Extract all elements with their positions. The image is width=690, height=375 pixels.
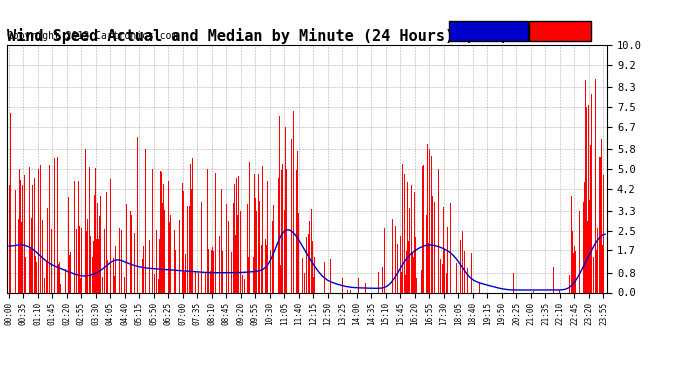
Text: Median (mph): Median (mph) bbox=[456, 26, 520, 36]
Text: Copyright 2013 Cartronics.com: Copyright 2013 Cartronics.com bbox=[7, 32, 177, 41]
Text: Wind (mph): Wind (mph) bbox=[533, 26, 587, 36]
Text: Wind Speed Actual and Median by Minute (24 Hours) (Old) 20130907: Wind Speed Actual and Median by Minute (… bbox=[7, 28, 591, 44]
